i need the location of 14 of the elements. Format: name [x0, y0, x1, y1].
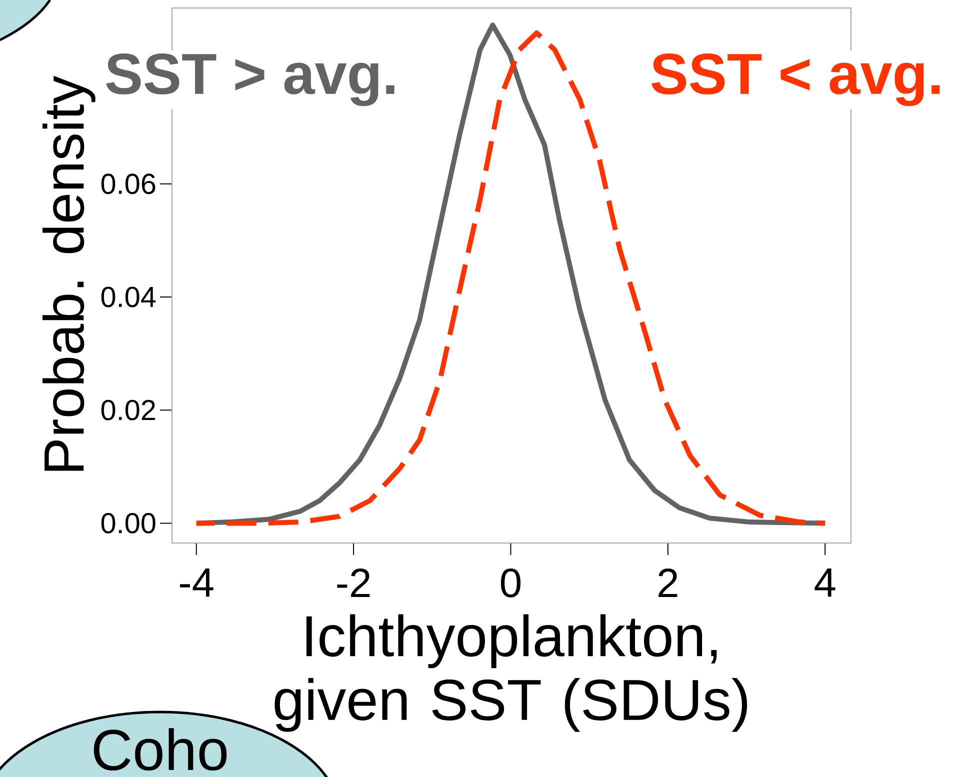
y-tick-label: 0.00	[101, 512, 156, 534]
y-tick-label: 0.06	[101, 174, 156, 194]
x-tick-label: 2	[658, 568, 678, 598]
x-axis-title: Ichthyoplankton, given SST (SDUs)	[274, 614, 748, 732]
x-tick-label: 4	[814, 568, 836, 597]
series-label: SST > avg.	[106, 54, 394, 106]
x-tick-label: -4	[180, 568, 214, 597]
series-label: SST < avg.	[652, 54, 940, 106]
text: Coho	[94, 728, 227, 771]
y-tick-label: 0.04	[101, 286, 156, 308]
y-axis-title: Probab. density	[42, 76, 96, 471]
y-tick-label: 0.02	[101, 400, 156, 420]
x-tick-label: -2	[337, 568, 370, 598]
x-tick-label: 0	[500, 568, 520, 598]
